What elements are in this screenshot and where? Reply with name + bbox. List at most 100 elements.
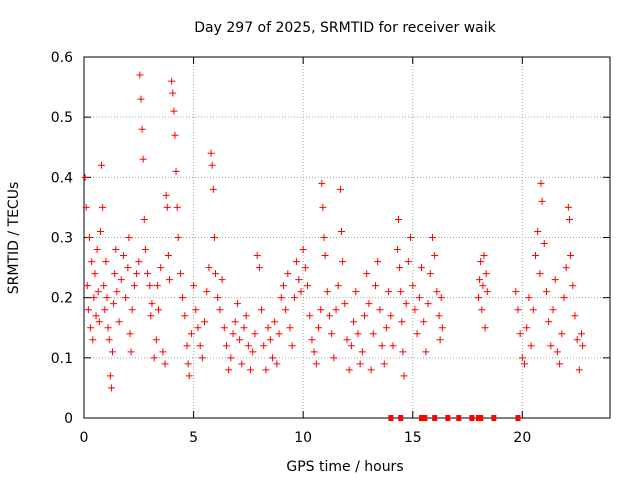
data-point — [159, 348, 167, 356]
x-tick-label: 10 — [294, 430, 312, 446]
data-point — [258, 306, 266, 314]
data-point — [227, 354, 235, 362]
data-point — [201, 318, 209, 326]
y-tick-label: 0.6 — [51, 50, 73, 66]
data-point — [171, 131, 179, 139]
data-point — [553, 348, 561, 356]
data-point — [115, 318, 123, 326]
data-point — [95, 318, 103, 326]
data-point — [101, 306, 109, 314]
data-point — [312, 360, 320, 368]
data-point — [565, 215, 573, 223]
x-tick-label: 15 — [404, 430, 422, 446]
data-point — [295, 276, 303, 284]
data-point — [113, 288, 121, 296]
data-point — [564, 203, 572, 211]
data-point — [514, 306, 522, 314]
data-point — [562, 264, 570, 272]
data-point — [91, 270, 99, 278]
data-point — [540, 240, 548, 248]
x-axis-label: GPS time / hours — [286, 459, 403, 475]
data-point — [317, 306, 325, 314]
data-point — [172, 167, 180, 175]
data-point — [190, 282, 198, 290]
data-point — [92, 312, 100, 320]
data-point — [338, 227, 346, 235]
zero-marker — [419, 415, 425, 421]
data-point — [334, 282, 342, 290]
data-point — [279, 282, 287, 290]
data-point — [350, 318, 358, 326]
data-point — [150, 354, 158, 362]
data-point — [426, 270, 434, 278]
data-point — [418, 264, 426, 272]
data-point — [260, 342, 268, 350]
data-point — [398, 318, 406, 326]
data-point — [321, 252, 329, 260]
data-point — [573, 336, 581, 344]
data-point — [106, 372, 114, 380]
data-point — [87, 324, 95, 332]
data-point — [198, 354, 206, 362]
data-point — [288, 342, 296, 350]
data-point — [253, 252, 261, 260]
data-point — [361, 312, 369, 320]
data-point — [560, 294, 568, 302]
data-point — [393, 246, 401, 254]
data-point — [367, 366, 375, 374]
data-point — [382, 324, 390, 332]
data-point — [558, 330, 566, 338]
zero-marker — [469, 415, 475, 421]
zero-marker — [478, 415, 484, 421]
data-point — [247, 366, 255, 374]
data-point — [209, 185, 217, 193]
zero-marker — [491, 415, 497, 421]
data-point — [81, 173, 89, 181]
data-point — [251, 330, 259, 338]
data-point — [155, 306, 163, 314]
y-tick-label: 0.4 — [51, 170, 73, 186]
data-point — [104, 324, 112, 332]
data-point — [431, 252, 439, 260]
data-point — [297, 288, 305, 296]
data-point — [420, 318, 428, 326]
data-point — [567, 252, 575, 260]
data-point — [282, 306, 290, 314]
data-point — [318, 179, 326, 187]
data-point — [238, 360, 246, 368]
data-point — [356, 360, 364, 368]
data-point — [516, 330, 524, 338]
data-point — [529, 306, 537, 314]
data-point — [400, 372, 408, 380]
data-point — [358, 348, 366, 356]
data-point — [225, 366, 233, 374]
data-point — [396, 264, 404, 272]
data-point — [107, 384, 115, 392]
data-point — [319, 203, 327, 211]
data-point — [144, 270, 152, 278]
data-point — [119, 252, 127, 260]
data-point — [538, 197, 546, 205]
data-point — [244, 342, 252, 350]
data-point — [268, 354, 276, 362]
data-point — [275, 330, 283, 338]
data-point — [266, 336, 274, 344]
data-point — [112, 246, 120, 254]
zero-value-markers — [388, 415, 521, 421]
x-tick-label: 0 — [80, 430, 89, 446]
data-point — [438, 324, 446, 332]
data-point — [117, 276, 125, 284]
y-tick-label: 0.5 — [51, 110, 73, 126]
data-point — [161, 360, 169, 368]
data-point — [181, 312, 189, 320]
data-point — [525, 294, 533, 302]
data-point — [255, 264, 263, 272]
data-point — [216, 306, 224, 314]
data-point — [249, 348, 257, 356]
data-point — [89, 336, 97, 344]
data-point — [332, 306, 340, 314]
data-point — [479, 282, 487, 290]
y-tick-label: 0.2 — [51, 291, 73, 307]
data-point — [96, 227, 104, 235]
